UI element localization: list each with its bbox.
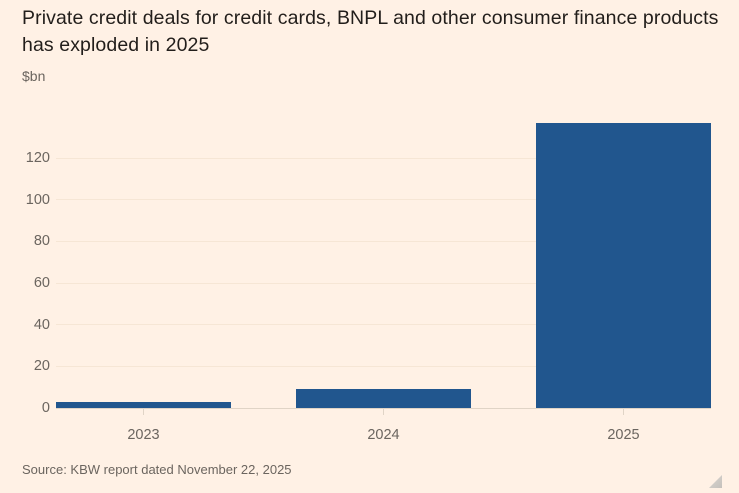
chart-title: Private credit deals for credit cards, B…: [22, 7, 719, 56]
y-gridline: [56, 240, 711, 242]
y-axis-tick-label: 40: [33, 316, 50, 333]
y-axis-tick-label: 20: [33, 358, 50, 375]
x-axis-tick-label: 2023: [127, 427, 160, 443]
x-axis-tick-label: 2024: [367, 427, 400, 443]
bar-2024: [296, 389, 471, 408]
x-axis-tick: [143, 408, 144, 415]
chart-source: Source: KBW report dated November 22, 20…: [22, 462, 292, 477]
resize-grip-icon[interactable]: [709, 475, 722, 488]
y-axis-tick-label: 60: [33, 275, 50, 291]
y-axis-tick-label: 80: [33, 233, 50, 250]
y-axis-tick-label: 0: [41, 400, 50, 416]
bar-2025: [536, 122, 711, 408]
y-gridline: [56, 324, 711, 326]
x-axis-tick-label: 2025: [607, 427, 640, 443]
y-gridline: [56, 199, 711, 201]
x-axis-tick: [623, 408, 624, 415]
y-axis-tick-label: 100: [25, 191, 50, 208]
y-gridline: [56, 282, 711, 284]
y-axis-unit-label: $bn: [22, 68, 46, 84]
bar-2023: [56, 401, 231, 408]
y-axis: 0 20 40 60 80 100 120: [0, 110, 50, 416]
y-gridline: [56, 365, 711, 367]
x-axis-tick: [383, 408, 384, 415]
y-gridline: [56, 157, 711, 159]
plot-area: 2023 2024 2025: [56, 110, 711, 443]
y-axis-tick-label: 120: [25, 150, 50, 166]
